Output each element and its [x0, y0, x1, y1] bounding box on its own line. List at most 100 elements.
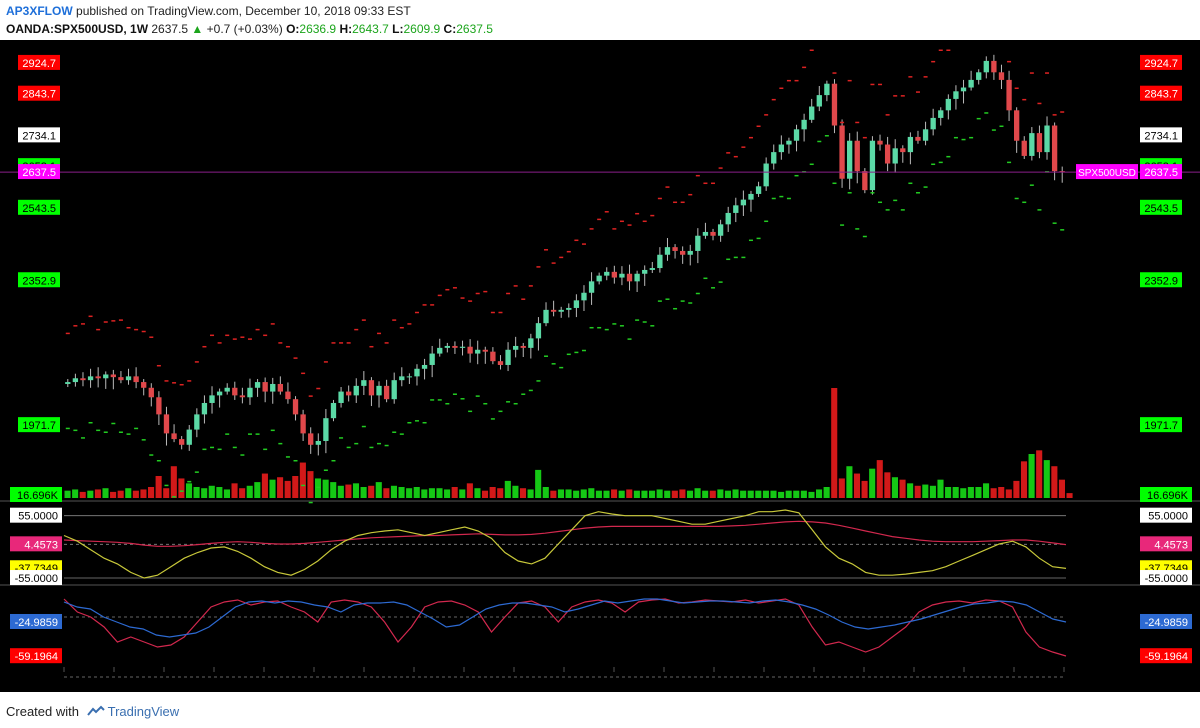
tradingview-brand[interactable]: TradingView: [107, 704, 180, 719]
price-axis-label: 2843.7: [22, 89, 56, 101]
pivot-dot-resistance: [80, 323, 85, 325]
pivot-dot-resistance: [141, 330, 146, 333]
candle-body: [300, 414, 306, 434]
close-value: 2637.5: [456, 22, 493, 36]
candle-body: [186, 429, 192, 445]
candle-body: [884, 144, 891, 164]
pivot-dot-resistance: [733, 155, 738, 158]
volume-bar: [967, 487, 974, 498]
author-link[interactable]: AP3XFLOW: [6, 4, 73, 18]
pivot-dot-resistance: [802, 66, 807, 69]
pivot-dot-resistance: [232, 338, 237, 340]
pivot-dot-resistance: [574, 239, 579, 242]
pivot-dot-support: [840, 224, 845, 226]
pivot-dot-support: [126, 433, 131, 435]
volume-bar: [1043, 460, 1050, 498]
price-axis-label-bg: [18, 54, 60, 70]
symbol-tag: SPX500USD: [1078, 168, 1136, 179]
volume-bar: [740, 490, 747, 498]
pivot-dot-support: [673, 307, 678, 310]
pivot-dot-support: [741, 256, 746, 259]
pivot-dot-support: [164, 484, 169, 487]
high-value: 2643.7: [352, 22, 389, 36]
price-axis-label-bg: [1140, 164, 1182, 180]
pivot-dot-support: [483, 402, 488, 405]
candle-body: [550, 309, 557, 312]
pivot-dot-support: [521, 393, 526, 395]
volume-bar: [284, 480, 291, 498]
pivot-dot-support: [377, 442, 382, 445]
chart-area[interactable]: 2924.72924.72843.72843.72734.12734.12653…: [0, 40, 1200, 692]
pivot-dot-support: [779, 195, 784, 198]
pivot-dot-resistance: [726, 152, 731, 154]
candle-body: [907, 136, 914, 153]
pivot-dot-resistance: [164, 380, 169, 382]
pivot-dot-support: [1060, 229, 1065, 231]
candle-body: [695, 235, 701, 251]
published-text: published on TradingView.com, December 1…: [76, 4, 411, 18]
candle-body: [353, 385, 359, 396]
candle-body: [771, 152, 777, 164]
price-axis-label-bg: [1140, 487, 1192, 502]
pivot-dot-resistance: [1007, 60, 1012, 63]
pivot-dot-resistance: [908, 76, 913, 78]
pivot-dot-support: [900, 209, 905, 211]
pivot-dot-resistance: [285, 345, 290, 348]
pivot-dot-resistance: [847, 79, 852, 82]
volume-bar: [79, 491, 86, 498]
pivot-dot-support: [468, 410, 473, 413]
pivot-dot-resistance: [88, 315, 93, 318]
volume-bar: [542, 487, 549, 498]
pivot-dot-support: [141, 439, 146, 441]
price-axis-label-bg: [18, 85, 60, 101]
pivot-dot-support: [650, 325, 655, 327]
volume-bar: [193, 487, 200, 498]
pivot-dot-support: [809, 163, 814, 166]
price-axis-label: 1971.7: [1144, 420, 1178, 432]
volume-bar: [656, 489, 663, 498]
candle-body: [793, 129, 800, 141]
pivot-dot-support: [1022, 201, 1027, 204]
candle-body: [156, 397, 162, 415]
price-axis-label-bg: [1140, 417, 1182, 433]
tradingview-logo-icon[interactable]: [86, 701, 105, 725]
pivot-dot-resistance: [741, 146, 746, 148]
volume-bar: [148, 487, 155, 498]
volume-bar: [588, 488, 595, 498]
osc1-signal-line: [63, 520, 1067, 547]
candle-body: [877, 140, 883, 145]
osc1-main-line: [63, 509, 1067, 579]
price-axis-label-bg: [1140, 536, 1192, 552]
price-chart-svg[interactable]: 2924.72924.72843.72843.72734.12734.12653…: [0, 40, 1200, 692]
pivot-dot-support: [984, 112, 989, 114]
volume-bar: [428, 488, 435, 498]
pivot-dot-support: [870, 192, 875, 194]
candle-body: [194, 414, 200, 430]
chart-header: AP3XFLOW published on TradingView.com, D…: [6, 3, 1194, 37]
pivot-dot-resistance: [1022, 98, 1027, 101]
pivot-dot-resistance: [923, 76, 928, 78]
high-label: H:: [339, 22, 353, 36]
price-axis-label-bg: [10, 613, 62, 629]
pivot-dot-resistance: [915, 91, 920, 93]
pivot-dot-resistance: [673, 201, 678, 204]
volume-bar: [117, 490, 124, 498]
pivot-dot-support: [953, 136, 958, 139]
pivot-dot-resistance: [627, 224, 632, 226]
pivot-dot-resistance: [946, 49, 951, 52]
pivot-dot-resistance: [840, 121, 845, 124]
symbol-tag-bg: [1076, 164, 1138, 180]
candle-body: [831, 83, 838, 126]
pivot-dot-support: [430, 399, 435, 401]
price-axis-label-bg: [18, 199, 60, 215]
pivot-dot-support: [711, 287, 716, 289]
pivot-dot-resistance: [187, 380, 192, 382]
volume-bar: [277, 477, 284, 498]
price-axis-label: 2924.7: [1144, 58, 1178, 70]
pivot-dot-resistance: [832, 72, 837, 74]
pivot-dot-resistance: [855, 121, 860, 124]
pivot-dot-support: [718, 281, 723, 283]
candle-body: [755, 186, 762, 194]
pivot-dot-resistance: [650, 214, 655, 217]
volume-bar: [649, 490, 656, 498]
